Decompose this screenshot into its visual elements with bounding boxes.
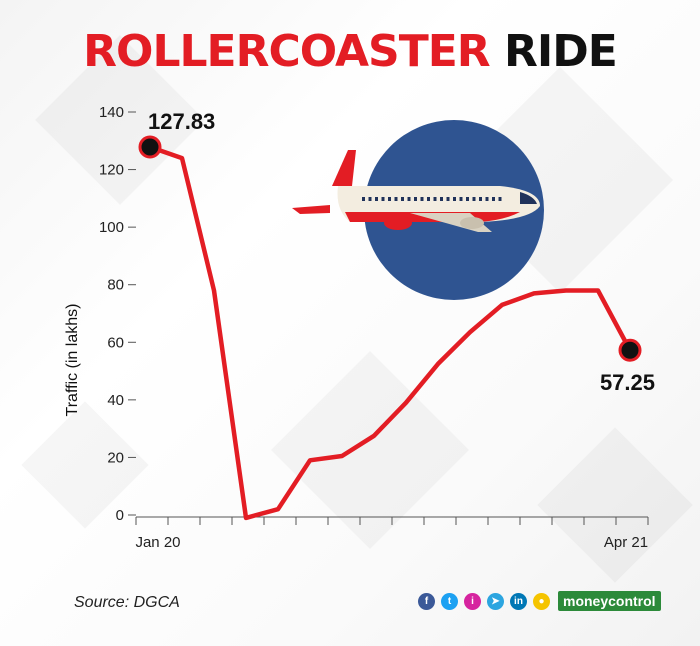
title-part-red: ROLLERCOASTER	[83, 26, 491, 77]
source-note: Source: DGCA	[74, 594, 180, 611]
moneycontrol-logo: moneycontrol	[558, 591, 661, 611]
y-tick-label: 60	[107, 334, 124, 351]
y-tick-label: 120	[99, 162, 124, 179]
instagram-icon[interactable]: i	[464, 593, 481, 610]
plane-engine	[460, 217, 484, 229]
plane-window	[407, 197, 411, 201]
y-axis-label: Traffic (in lakhs)	[64, 304, 81, 417]
koo-icon[interactable]: ●	[533, 593, 550, 610]
y-tick-label: 80	[107, 277, 124, 294]
plane-window	[472, 197, 476, 201]
plane-window	[446, 197, 450, 201]
plane-window	[492, 197, 495, 201]
telegram-icon[interactable]: ➤	[487, 593, 504, 610]
plane-window	[381, 197, 385, 201]
airplane-illustration	[292, 120, 544, 300]
plane-window	[440, 197, 443, 201]
plane-window	[375, 197, 378, 201]
plane-window	[466, 197, 469, 201]
facebook-icon[interactable]: f	[418, 593, 435, 610]
y-tick-label: 100	[99, 219, 124, 236]
plane-window	[362, 197, 365, 201]
plane-window	[368, 197, 372, 201]
y-tick-label: 20	[107, 449, 124, 466]
data-label: 57.25	[600, 370, 655, 395]
y-tick-label: 140	[99, 104, 124, 121]
data-point-marker	[138, 135, 162, 159]
plane-engine	[384, 216, 412, 230]
plane-window	[414, 197, 417, 201]
series-line	[147, 144, 633, 521]
x-tick-label: Apr 21	[604, 534, 648, 551]
linkedin-icon[interactable]: in	[510, 593, 527, 610]
plane-wing-left	[292, 205, 330, 214]
x-tick-label: Jan 20	[135, 534, 180, 551]
plane-window	[498, 197, 502, 201]
plane-window	[401, 197, 404, 201]
data-label: 127.83	[148, 109, 215, 134]
y-tick-label: 0	[116, 507, 124, 524]
plane-window	[433, 197, 437, 201]
plane-window	[459, 197, 463, 201]
plane-window	[453, 197, 456, 201]
twitter-icon[interactable]: t	[441, 593, 458, 610]
data-point-marker	[618, 338, 642, 362]
plane-window	[420, 197, 424, 201]
plane-cockpit	[520, 192, 537, 204]
plane-window	[427, 197, 430, 201]
y-tick-label: 40	[107, 392, 124, 409]
plane-window	[479, 197, 482, 201]
plane-window	[394, 197, 398, 201]
plane-window	[485, 197, 489, 201]
plane-tail	[332, 150, 356, 186]
plane-window	[388, 197, 391, 201]
chart-title: ROLLERCOASTER RIDE	[0, 26, 700, 77]
social-icons: f t i ➤ in ●	[418, 593, 550, 610]
title-part-black: RIDE	[504, 26, 618, 77]
